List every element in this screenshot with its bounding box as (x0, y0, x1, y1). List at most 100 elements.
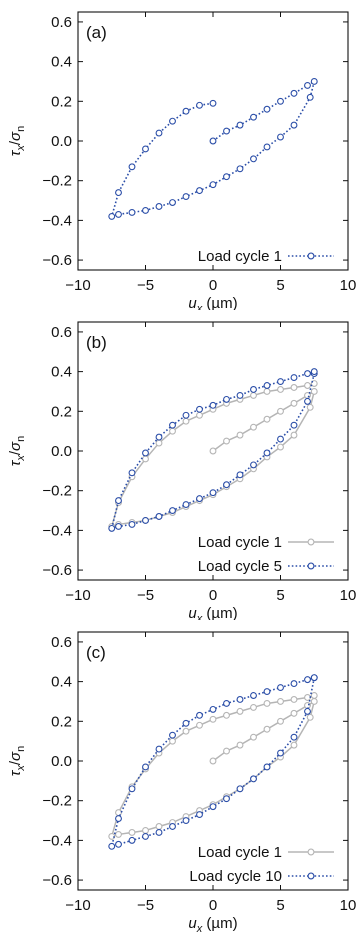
series-0-point (196, 187, 203, 195)
series-0-point (142, 455, 149, 463)
y-tick-label: −0.4 (42, 832, 72, 849)
series-0-point (169, 737, 176, 745)
series-0-point (250, 423, 257, 431)
series-0-point (290, 89, 298, 97)
series-1-point (209, 489, 217, 497)
y-tick-label: 0.2 (51, 713, 72, 730)
series-1-point (236, 391, 244, 399)
series-1-point (304, 397, 311, 405)
legend-marker-1 (307, 562, 315, 570)
series-1-point (290, 374, 298, 382)
series-1-point (277, 378, 284, 385)
series-1-point (115, 815, 122, 823)
series-1-point (263, 688, 271, 695)
series-1-point (169, 823, 176, 830)
series-0-point (196, 101, 203, 109)
series-1-point (304, 370, 311, 378)
series-0-point (310, 692, 318, 699)
y-tick-label: 0.4 (51, 674, 72, 691)
series-1-point (277, 749, 284, 757)
legend-label-0: Load cycle 1 (198, 534, 282, 551)
chart-svg-c: −10 −5 0 5 10−0.6−0.4−0.20.00.20.40.6(c)ux (… (7, 631, 356, 932)
y-axis-label-slash: / (7, 140, 24, 145)
series-1-point (196, 811, 203, 819)
y-axis-label-tau-subscript: x (15, 765, 27, 772)
series-1-point (236, 785, 244, 793)
series-0-point (142, 827, 149, 834)
y-axis-label-sigma: σ (7, 441, 24, 451)
y-axis-label: τx/σn (7, 126, 27, 156)
series-1-point (209, 705, 217, 713)
series-1-point (115, 497, 122, 505)
x-tick-label: 10 (340, 587, 357, 604)
series-1-point (209, 803, 217, 811)
series-1-point (209, 401, 217, 409)
series-0-point (128, 208, 136, 216)
series-0-point (155, 129, 163, 137)
x-tick-label: −5 (137, 277, 154, 294)
series-1-point (108, 842, 116, 850)
y-tick-label: 0.6 (51, 14, 72, 31)
x-tick-label: 5 (276, 587, 284, 604)
series-1-point (250, 386, 257, 393)
series-0-point (223, 711, 230, 719)
series-0-point (236, 707, 244, 715)
x-tick-label: 5 (276, 277, 284, 294)
y-axis-label: τx/σn (7, 746, 27, 776)
x-tick-label: 0 (209, 277, 217, 294)
series-1-point (115, 522, 122, 530)
series-0-point (108, 212, 116, 220)
x-axis-label: ux (µm) (188, 605, 237, 620)
series-1-point (290, 680, 298, 688)
series-0-point (128, 163, 136, 171)
series-0-point (290, 709, 298, 717)
chart-panel-b: −10 −5 0 5 10 −0.6 −0.4 −0.2 0.0 0.2 0.4 0.6 (b) ux (… (0, 310, 361, 620)
x-axis-label-base: u (188, 915, 197, 932)
series-1-point (223, 481, 230, 489)
series-1-point (128, 836, 136, 844)
y-axis-label-sigma-subscript: n (15, 746, 27, 752)
y-tick-label: 0.4 (51, 364, 72, 381)
series-1-point (263, 763, 271, 771)
panel-label-a: (a) (86, 23, 107, 42)
series-0-point (310, 698, 318, 705)
series-0-point (277, 386, 284, 393)
y-tick-label: 0.0 (51, 443, 72, 460)
legend-marker-0 (307, 252, 315, 260)
series-0-point (277, 443, 284, 451)
series-0-point (290, 384, 298, 391)
series-0-point (209, 715, 217, 723)
y-axis-label-sigma: σ (7, 131, 24, 141)
series-0-point (169, 427, 176, 435)
y-axis-label-tau-subscript: x (15, 145, 27, 152)
y-axis-label-sigma-subscript: n (15, 436, 27, 442)
series-0-point (182, 193, 190, 201)
y-axis-label: τx/σn (7, 436, 27, 466)
series-0-point (277, 717, 284, 725)
x-tick-label: −5 (137, 897, 154, 914)
series-1-point (128, 520, 136, 528)
series-0-point (263, 699, 271, 707)
series-0-point (209, 757, 217, 765)
series-1-point (263, 382, 271, 389)
series-0-point (115, 189, 122, 197)
series-0-point (142, 145, 149, 153)
x-tick-label: −10 (65, 897, 90, 914)
series-0-point (306, 403, 314, 411)
series-1-point (182, 719, 190, 727)
x-tick-label: 0 (209, 897, 217, 914)
series-1-point (169, 507, 176, 514)
y-tick-label: −0.6 (42, 872, 72, 889)
series-0-point (263, 415, 271, 423)
x-tick-label: 5 (276, 897, 284, 914)
series-0-point (115, 830, 122, 838)
series-0-point (155, 823, 163, 830)
y-tick-label: −0.6 (42, 562, 72, 579)
series-1-point (310, 368, 318, 376)
series-1-point (223, 699, 230, 707)
series-0-point (250, 733, 257, 741)
series-0-point (306, 93, 314, 101)
y-tick-label: −0.4 (42, 212, 72, 229)
legend-marker-0 (307, 538, 315, 546)
y-axis-label-tau: τ (7, 459, 24, 466)
